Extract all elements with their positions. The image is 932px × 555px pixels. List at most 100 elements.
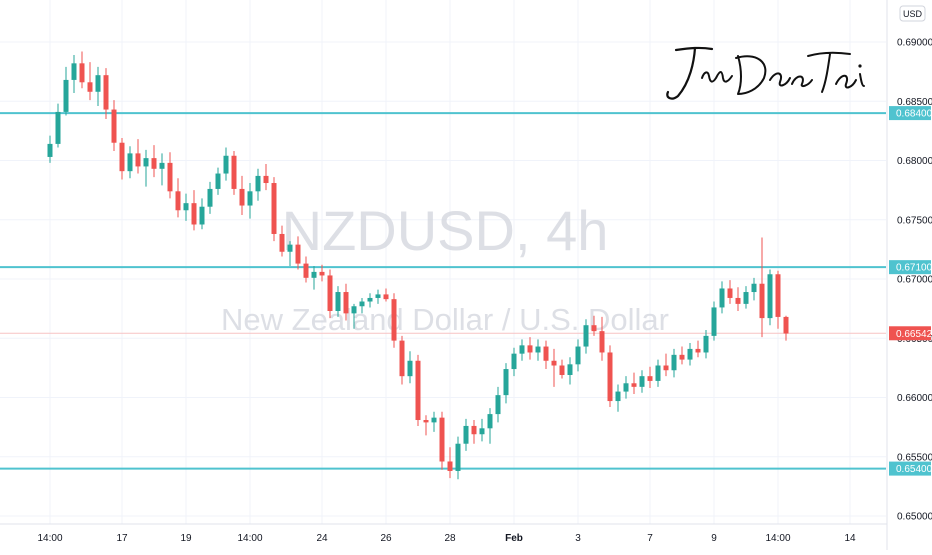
candle[interactable] [623,376,629,399]
candle[interactable] [223,147,229,181]
candle[interactable] [743,286,749,309]
candle[interactable] [655,359,661,387]
candle[interactable] [703,329,709,359]
candle[interactable] [711,301,717,341]
candle[interactable] [215,167,221,195]
candle[interactable] [359,297,365,314]
candle[interactable] [367,293,373,308]
candle[interactable] [87,62,93,101]
candle[interactable] [391,293,397,348]
candle[interactable] [135,139,141,174]
candle[interactable] [575,339,581,372]
currency-badge[interactable]: USD [899,5,926,22]
candle[interactable] [599,316,605,361]
candle[interactable] [119,137,125,180]
candle[interactable] [559,359,565,379]
candle[interactable] [375,289,381,304]
candle[interactable] [471,420,477,444]
candle[interactable] [751,277,757,301]
candle[interactable] [447,447,453,479]
candle[interactable] [607,345,613,407]
candle[interactable] [343,283,349,321]
candle[interactable] [167,152,173,199]
candle[interactable] [647,366,653,389]
candle[interactable] [303,256,309,283]
candle[interactable] [111,100,117,152]
candle[interactable] [615,384,621,412]
candle[interactable] [503,363,509,404]
candle[interactable] [495,386,501,423]
candle[interactable] [719,281,725,314]
candle[interactable] [631,372,637,394]
candle[interactable] [183,193,189,221]
candle[interactable] [247,183,253,219]
candle[interactable] [775,270,781,329]
candle[interactable] [759,237,765,338]
candle[interactable] [423,415,429,436]
candle[interactable] [431,411,437,432]
candle[interactable] [47,135,53,163]
candle[interactable] [591,315,597,336]
candle[interactable] [735,287,741,311]
candle[interactable] [783,315,789,341]
candle[interactable] [583,319,589,354]
candle[interactable] [695,340,701,358]
candle[interactable] [527,337,533,360]
candle[interactable] [679,346,685,365]
candle[interactable] [295,236,301,270]
candle[interactable] [543,340,549,370]
candle[interactable] [439,411,445,470]
candle[interactable] [279,225,285,257]
candle[interactable] [79,51,85,89]
candle[interactable] [199,198,205,230]
candle[interactable] [191,190,197,231]
candle[interactable] [143,149,149,187]
candle[interactable] [327,269,333,319]
candle[interactable] [159,153,165,186]
candle[interactable] [55,103,61,148]
candle[interactable] [335,286,341,317]
candle[interactable] [687,342,693,366]
candle[interactable] [511,347,517,377]
candle[interactable] [767,269,773,326]
candle[interactable] [399,335,405,385]
candle[interactable] [519,339,525,361]
candle[interactable] [103,68,109,120]
candle[interactable] [727,280,733,304]
candle[interactable] [175,178,181,218]
candle[interactable] [479,418,485,442]
candle[interactable] [239,175,245,216]
candle[interactable] [63,66,69,116]
candle[interactable] [151,145,157,178]
candle[interactable] [127,146,133,179]
candle[interactable] [671,348,677,378]
candle[interactable] [535,339,541,361]
candle[interactable] [263,164,269,191]
candle[interactable] [455,436,461,480]
candle[interactable] [255,168,261,201]
candle[interactable] [639,370,645,393]
candle[interactable] [287,241,293,266]
candle[interactable] [95,66,101,106]
candle[interactable] [207,181,213,214]
candle[interactable] [407,351,413,384]
candle[interactable] [567,357,573,385]
candle[interactable] [319,264,325,282]
candle[interactable] [663,353,669,377]
candle[interactable] [351,303,357,329]
candle[interactable] [231,151,237,195]
candle[interactable] [271,177,277,242]
candle-body [239,188,245,206]
candle-body [759,283,765,319]
candle[interactable] [415,354,421,426]
candle[interactable] [463,418,469,451]
candle[interactable] [311,265,317,290]
candle[interactable] [383,288,389,302]
candle[interactable] [487,408,493,444]
candle[interactable] [71,55,77,93]
candle[interactable] [551,348,557,387]
